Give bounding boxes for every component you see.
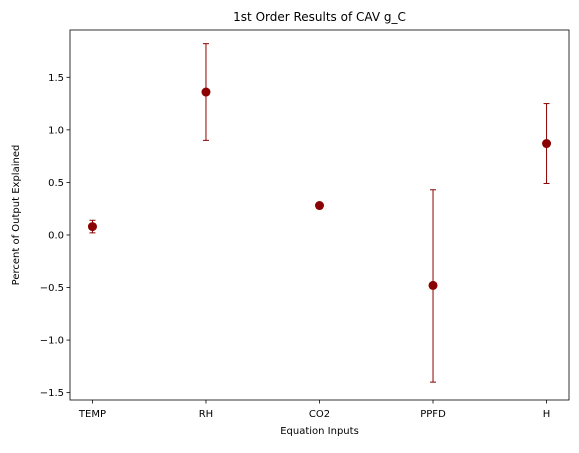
plot-area-frame xyxy=(69,29,570,401)
y-tick-label: −1.5 xyxy=(40,388,64,399)
data-points xyxy=(87,87,552,290)
data-point-temp xyxy=(87,222,97,232)
x-tick-label: H xyxy=(543,409,551,420)
y-tick-label: 0.5 xyxy=(48,178,64,189)
y-tick-label: 0.0 xyxy=(48,230,64,241)
y-tick-label: 1.5 xyxy=(48,73,64,84)
x-tick-label: PPFD xyxy=(420,409,446,420)
chart-title: 1st Order Results of CAV g_C xyxy=(233,10,406,24)
x-tick-label: CO2 xyxy=(309,409,330,420)
y-axis-label: Percent of Output Explained xyxy=(11,145,22,286)
x-axis: TEMP RH CO2 PPFD H xyxy=(78,400,550,420)
data-point-rh xyxy=(201,87,211,97)
x-axis-label: Equation Inputs xyxy=(280,426,359,437)
y-axis: −1.5 −1.0 −0.5 0.0 0.5 1.0 1.5 xyxy=(40,73,70,399)
error-bars xyxy=(89,43,550,383)
y-tick-label: −0.5 xyxy=(40,283,64,294)
x-tick-label: TEMP xyxy=(78,409,106,420)
data-point-h xyxy=(542,139,552,149)
y-tick-label: −1.0 xyxy=(40,336,64,347)
x-tick-label: RH xyxy=(199,409,213,420)
y-tick-label: 1.0 xyxy=(48,125,64,136)
data-point-ppfd xyxy=(428,280,438,290)
data-point-co2 xyxy=(315,201,324,211)
